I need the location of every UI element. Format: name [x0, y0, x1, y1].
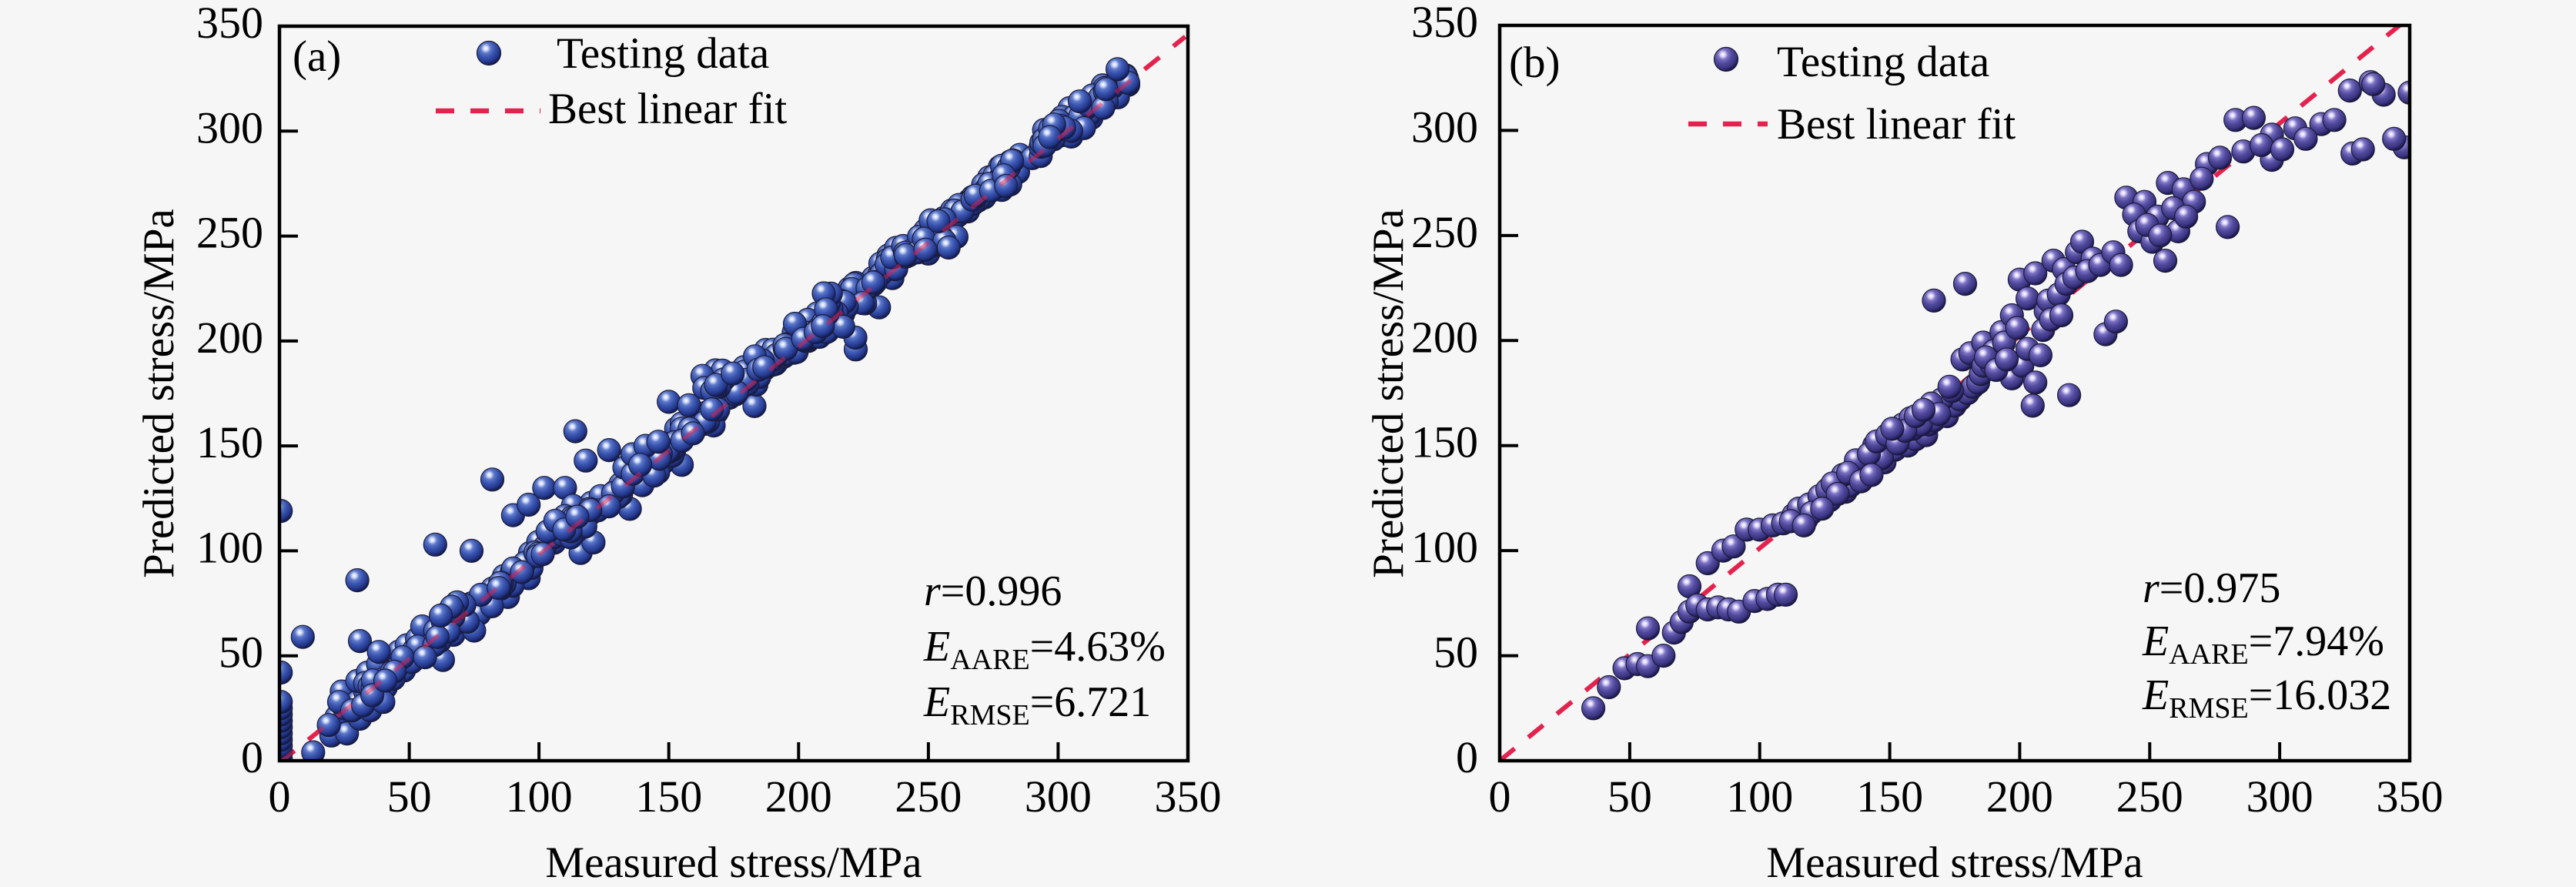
svg-text:Measured stress/MPa: Measured stress/MPa: [1766, 838, 2143, 887]
svg-text:50: 50: [1434, 628, 1478, 678]
svg-text:300: 300: [2246, 772, 2313, 822]
svg-text:Testing data: Testing data: [1777, 38, 1989, 86]
svg-text:350: 350: [1155, 772, 1222, 822]
svg-text:50: 50: [387, 772, 432, 822]
svg-text:100: 100: [506, 772, 573, 822]
svg-text:EAARE=7.94%: EAARE=7.94%: [2142, 618, 2384, 671]
svg-text:150: 150: [196, 417, 263, 467]
svg-text:Predicted stress/MPa: Predicted stress/MPa: [1364, 209, 1413, 578]
svg-text:0: 0: [269, 772, 291, 822]
svg-text:r=0.996: r=0.996: [924, 567, 1062, 615]
svg-text:0: 0: [1489, 772, 1511, 822]
svg-text:300: 300: [1411, 102, 1478, 152]
svg-text:150: 150: [1411, 417, 1478, 467]
svg-text:350: 350: [1411, 0, 1478, 47]
svg-text:100: 100: [1411, 522, 1478, 572]
svg-text:Testing data: Testing data: [557, 29, 769, 78]
svg-text:200: 200: [1986, 772, 2053, 822]
svg-text:ERMSE=6.721: ERMSE=6.721: [923, 678, 1151, 731]
svg-text:200: 200: [1411, 312, 1478, 362]
svg-text:200: 200: [765, 772, 832, 822]
svg-text:Measured stress/MPa: Measured stress/MPa: [545, 838, 922, 887]
svg-text:250: 250: [1411, 207, 1478, 257]
svg-text:(a): (a): [293, 32, 341, 81]
svg-text:EAARE=4.63%: EAARE=4.63%: [923, 623, 1166, 676]
svg-text:Predicted stress/MPa: Predicted stress/MPa: [135, 209, 183, 578]
svg-text:Best linear fit: Best linear fit: [548, 85, 787, 133]
svg-text:100: 100: [196, 522, 263, 572]
svg-text:200: 200: [196, 313, 263, 363]
svg-text:r=0.975: r=0.975: [2143, 564, 2280, 612]
svg-text:150: 150: [635, 772, 702, 822]
svg-text:ERMSE=16.032: ERMSE=16.032: [2142, 671, 2391, 725]
svg-text:0: 0: [241, 732, 263, 782]
svg-text:250: 250: [895, 772, 962, 822]
svg-text:250: 250: [2116, 772, 2183, 822]
svg-text:150: 150: [1856, 772, 1923, 822]
svg-text:300: 300: [1025, 772, 1092, 822]
svg-text:50: 50: [219, 628, 263, 678]
svg-text:250: 250: [196, 208, 263, 258]
svg-text:350: 350: [2377, 772, 2444, 822]
svg-text:300: 300: [196, 102, 263, 152]
svg-text:0: 0: [1456, 732, 1478, 782]
svg-text:Best linear fit: Best linear fit: [1777, 100, 2016, 149]
svg-text:100: 100: [1726, 772, 1793, 822]
svg-text:(b): (b): [1509, 38, 1560, 87]
svg-text:350: 350: [196, 0, 263, 48]
svg-text:50: 50: [1607, 772, 1652, 822]
